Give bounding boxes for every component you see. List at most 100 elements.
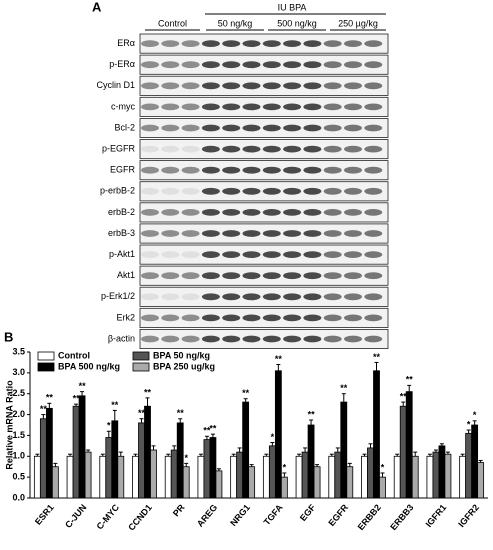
bar — [328, 455, 336, 499]
blot-band — [364, 61, 383, 69]
blot-band — [283, 145, 302, 153]
bar — [361, 455, 368, 499]
blot-band — [201, 40, 220, 47]
bar — [295, 455, 303, 499]
bar — [84, 451, 92, 499]
legend-swatch — [37, 351, 55, 361]
blot-band — [323, 209, 342, 216]
blot-band — [181, 272, 200, 280]
bar — [438, 445, 446, 499]
blot-band — [201, 124, 220, 132]
bar — [111, 420, 119, 499]
bar — [444, 453, 452, 499]
blot-band — [323, 145, 342, 153]
blot-band — [141, 187, 159, 195]
blot-band — [323, 166, 342, 174]
blot-band — [262, 145, 281, 153]
blot-band — [181, 124, 200, 132]
blot-band — [181, 61, 200, 69]
blot-band — [344, 145, 362, 153]
bar — [399, 405, 407, 499]
blot-band — [303, 230, 322, 237]
blot-band — [303, 272, 322, 280]
blot-band — [242, 124, 261, 132]
x-tick-label: IGFR1 — [424, 502, 449, 529]
blot-band — [201, 293, 220, 301]
blot-band — [222, 209, 241, 216]
blot-band — [242, 230, 261, 237]
blot-band — [201, 145, 220, 153]
blot-band — [303, 166, 322, 174]
blot-band — [303, 251, 322, 258]
bar — [459, 455, 467, 499]
blot-band — [364, 293, 383, 301]
blot-band — [161, 82, 180, 90]
significance: ** — [177, 408, 185, 418]
group-label: 500 ng/kg — [277, 18, 317, 28]
blot-band — [262, 293, 281, 301]
blot-band — [141, 61, 159, 69]
blot-band — [344, 335, 362, 343]
legend-swatch — [132, 362, 150, 372]
blot-band — [242, 251, 261, 258]
bar — [393, 455, 401, 499]
legend-label: Control — [58, 350, 90, 360]
bar — [268, 445, 276, 499]
row-label: Cyclin D1 — [96, 80, 135, 90]
blot-band — [323, 82, 342, 90]
row-label: Akt1 — [117, 270, 135, 280]
x-tick-label: CCND1 — [126, 502, 154, 532]
blot-band — [262, 230, 281, 237]
blot-band — [364, 166, 383, 174]
blot-band — [141, 251, 159, 258]
blot-band — [201, 61, 220, 69]
blot-band — [222, 314, 241, 322]
blot-band — [303, 314, 322, 322]
blot-band — [344, 314, 362, 322]
blot-band — [323, 124, 342, 132]
significance: * — [271, 432, 275, 442]
blot-band — [323, 187, 342, 195]
significance: ** — [373, 352, 381, 362]
blot-band — [242, 272, 261, 280]
blot-band — [161, 145, 180, 153]
blot-band — [222, 335, 241, 343]
blot-band — [242, 293, 261, 301]
x-tick-label: ERBB3 — [388, 502, 415, 532]
blot-band — [262, 103, 281, 111]
blot-band — [283, 166, 302, 174]
significance: * — [467, 419, 471, 429]
row-label: p-Akt1 — [109, 249, 135, 259]
y-tick-label: 2.0 — [12, 409, 25, 419]
bar — [313, 466, 321, 499]
blot-band — [141, 230, 159, 237]
blot-band — [262, 40, 281, 47]
blot-band — [201, 251, 220, 258]
bar — [248, 466, 256, 499]
blot-band — [364, 272, 383, 280]
blot-band — [222, 272, 241, 280]
bar — [379, 476, 386, 499]
row-label: c-myc — [111, 101, 135, 111]
bar — [150, 449, 157, 499]
group-label: Control — [158, 18, 187, 28]
bar — [230, 455, 238, 499]
bar — [209, 437, 217, 499]
x-tick-label: AREG — [195, 502, 219, 528]
bar — [367, 447, 374, 499]
blot-band — [201, 314, 220, 322]
blot-band — [344, 61, 362, 69]
bar — [373, 370, 380, 499]
blot-band — [283, 272, 302, 280]
blot-band — [141, 314, 159, 322]
blot-band — [161, 166, 180, 174]
blot-band — [364, 82, 383, 90]
blot-band — [364, 124, 383, 132]
blot-band — [364, 335, 383, 343]
blot-band — [201, 209, 220, 216]
y-axis-label: Relative mRNA Ratio — [4, 380, 14, 470]
blot-band — [323, 230, 342, 237]
blot-band — [141, 272, 159, 280]
blot-band — [323, 335, 342, 343]
significance: ** — [400, 391, 408, 401]
